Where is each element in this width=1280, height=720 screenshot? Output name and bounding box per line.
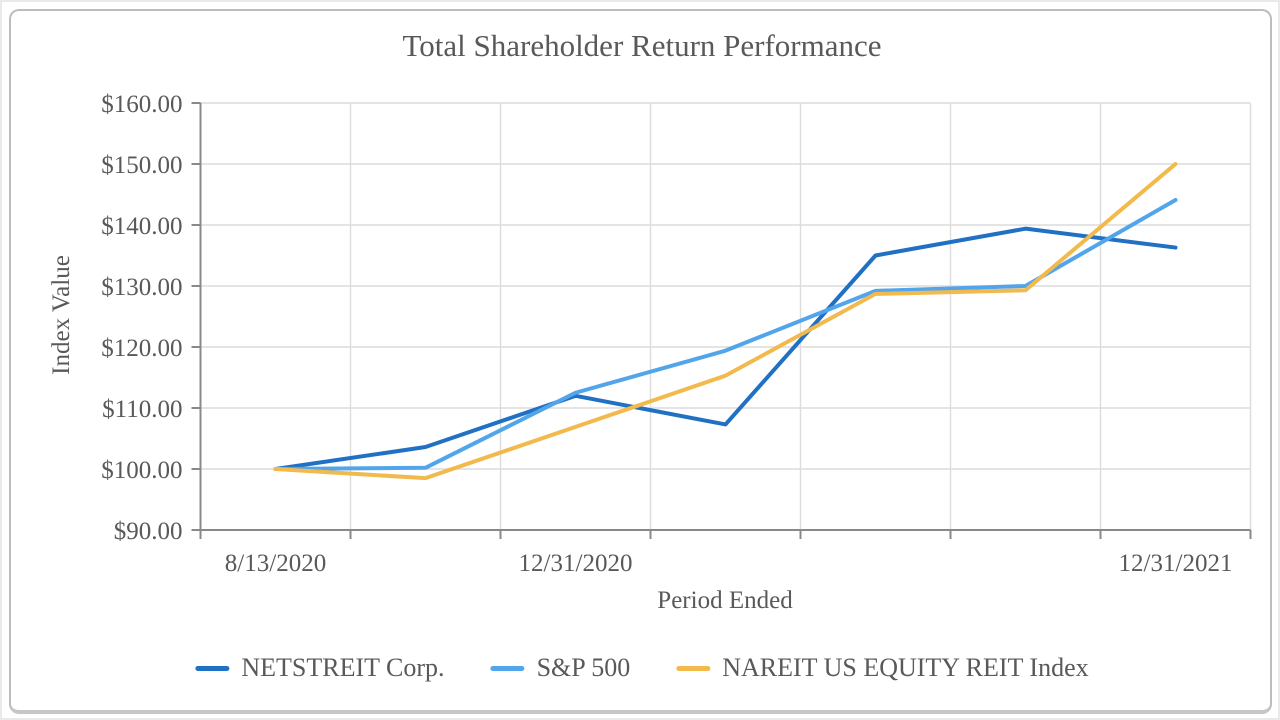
y-axis-title: Index Value (48, 255, 75, 375)
legend-label-sp500: S&P 500 (536, 653, 631, 682)
legend-item-nareit: NAREIT US EQUITY REIT Index (676, 653, 1089, 683)
y-tick-label: $110.00 (102, 396, 182, 423)
x-axis-title: Period Ended (657, 587, 793, 614)
legend-marker-nareit (676, 665, 711, 671)
chart-legend: NETSTREIT Corp. S&P 500 NAREIT US EQUITY… (195, 653, 1089, 683)
x-tick-label: 8/13/2020 (225, 550, 326, 577)
series-line-0 (273, 226, 1178, 471)
y-tick-label: $100.00 (101, 457, 182, 484)
chart-title: Total Shareholder Return Performance (402, 28, 882, 63)
legend-label-netstreit: NETSTREIT Corp. (241, 653, 445, 682)
legend-item-sp500: S&P 500 (490, 653, 631, 683)
legend-label-nareit: NAREIT US EQUITY REIT Index (722, 653, 1089, 682)
y-tick-label: $120.00 (101, 335, 182, 362)
x-tick-label: 12/31/2021 (1119, 550, 1233, 577)
y-tick-label: $140.00 (101, 213, 182, 240)
legend-marker-sp500 (490, 665, 525, 671)
legend-item-netstreit: NETSTREIT Corp. (195, 653, 445, 683)
y-tick-label: $90.00 (114, 518, 183, 545)
series-line-1 (273, 197, 1178, 471)
series-line-2 (273, 162, 1178, 481)
y-tick-label: $130.00 (101, 274, 182, 301)
chart-card (9, 9, 1272, 714)
legend-marker-netstreit (195, 665, 230, 671)
x-tick-label: 12/31/2020 (519, 550, 633, 577)
y-tick-label: $160.00 (101, 91, 182, 118)
y-tick-label: $150.00 (101, 152, 182, 179)
